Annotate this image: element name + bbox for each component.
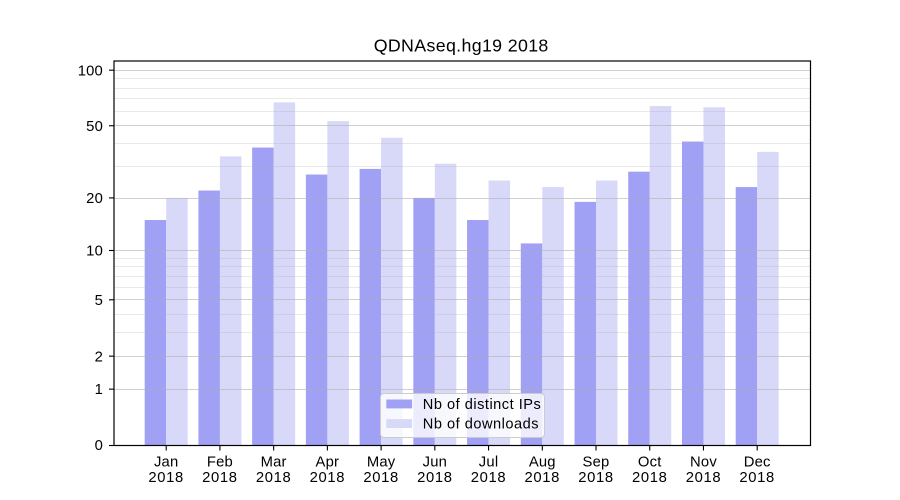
svg-text:2018: 2018 — [256, 470, 292, 486]
svg-text:2018: 2018 — [148, 470, 184, 486]
svg-text:5: 5 — [95, 293, 103, 309]
svg-text:Mar: Mar — [261, 455, 287, 471]
svg-text:QDNAseq.hg19 2018: QDNAseq.hg19 2018 — [374, 35, 549, 55]
svg-text:Apr: Apr — [316, 455, 340, 471]
svg-text:2: 2 — [95, 349, 103, 365]
svg-text:2018: 2018 — [471, 470, 507, 486]
svg-text:Nb of downloads: Nb of downloads — [423, 417, 539, 433]
svg-text:1: 1 — [95, 382, 103, 398]
svg-text:Jun: Jun — [423, 455, 447, 471]
svg-text:Jan: Jan — [154, 455, 178, 471]
svg-text:0: 0 — [95, 438, 103, 454]
svg-text:Oct: Oct — [638, 455, 662, 471]
svg-text:10: 10 — [86, 244, 103, 260]
svg-text:2018: 2018 — [310, 470, 346, 486]
svg-text:2018: 2018 — [417, 470, 453, 486]
svg-text:2018: 2018 — [578, 470, 614, 486]
svg-text:50: 50 — [86, 119, 103, 135]
svg-text:Sep: Sep — [583, 455, 610, 471]
svg-text:Nov: Nov — [690, 455, 717, 471]
svg-text:Jul: Jul — [479, 455, 499, 471]
svg-text:100: 100 — [78, 63, 103, 79]
svg-text:May: May — [367, 455, 396, 471]
svg-text:2018: 2018 — [363, 470, 399, 486]
svg-text:2018: 2018 — [525, 470, 561, 486]
svg-text:2018: 2018 — [202, 470, 238, 486]
svg-text:2018: 2018 — [686, 470, 722, 486]
svg-text:Nb of distinct IPs: Nb of distinct IPs — [423, 397, 542, 413]
svg-text:Dec: Dec — [744, 455, 771, 471]
svg-text:Feb: Feb — [207, 455, 233, 471]
svg-text:2018: 2018 — [632, 470, 668, 486]
svg-text:20: 20 — [86, 191, 103, 207]
svg-text:Aug: Aug — [529, 455, 556, 471]
svg-text:2018: 2018 — [739, 470, 775, 486]
